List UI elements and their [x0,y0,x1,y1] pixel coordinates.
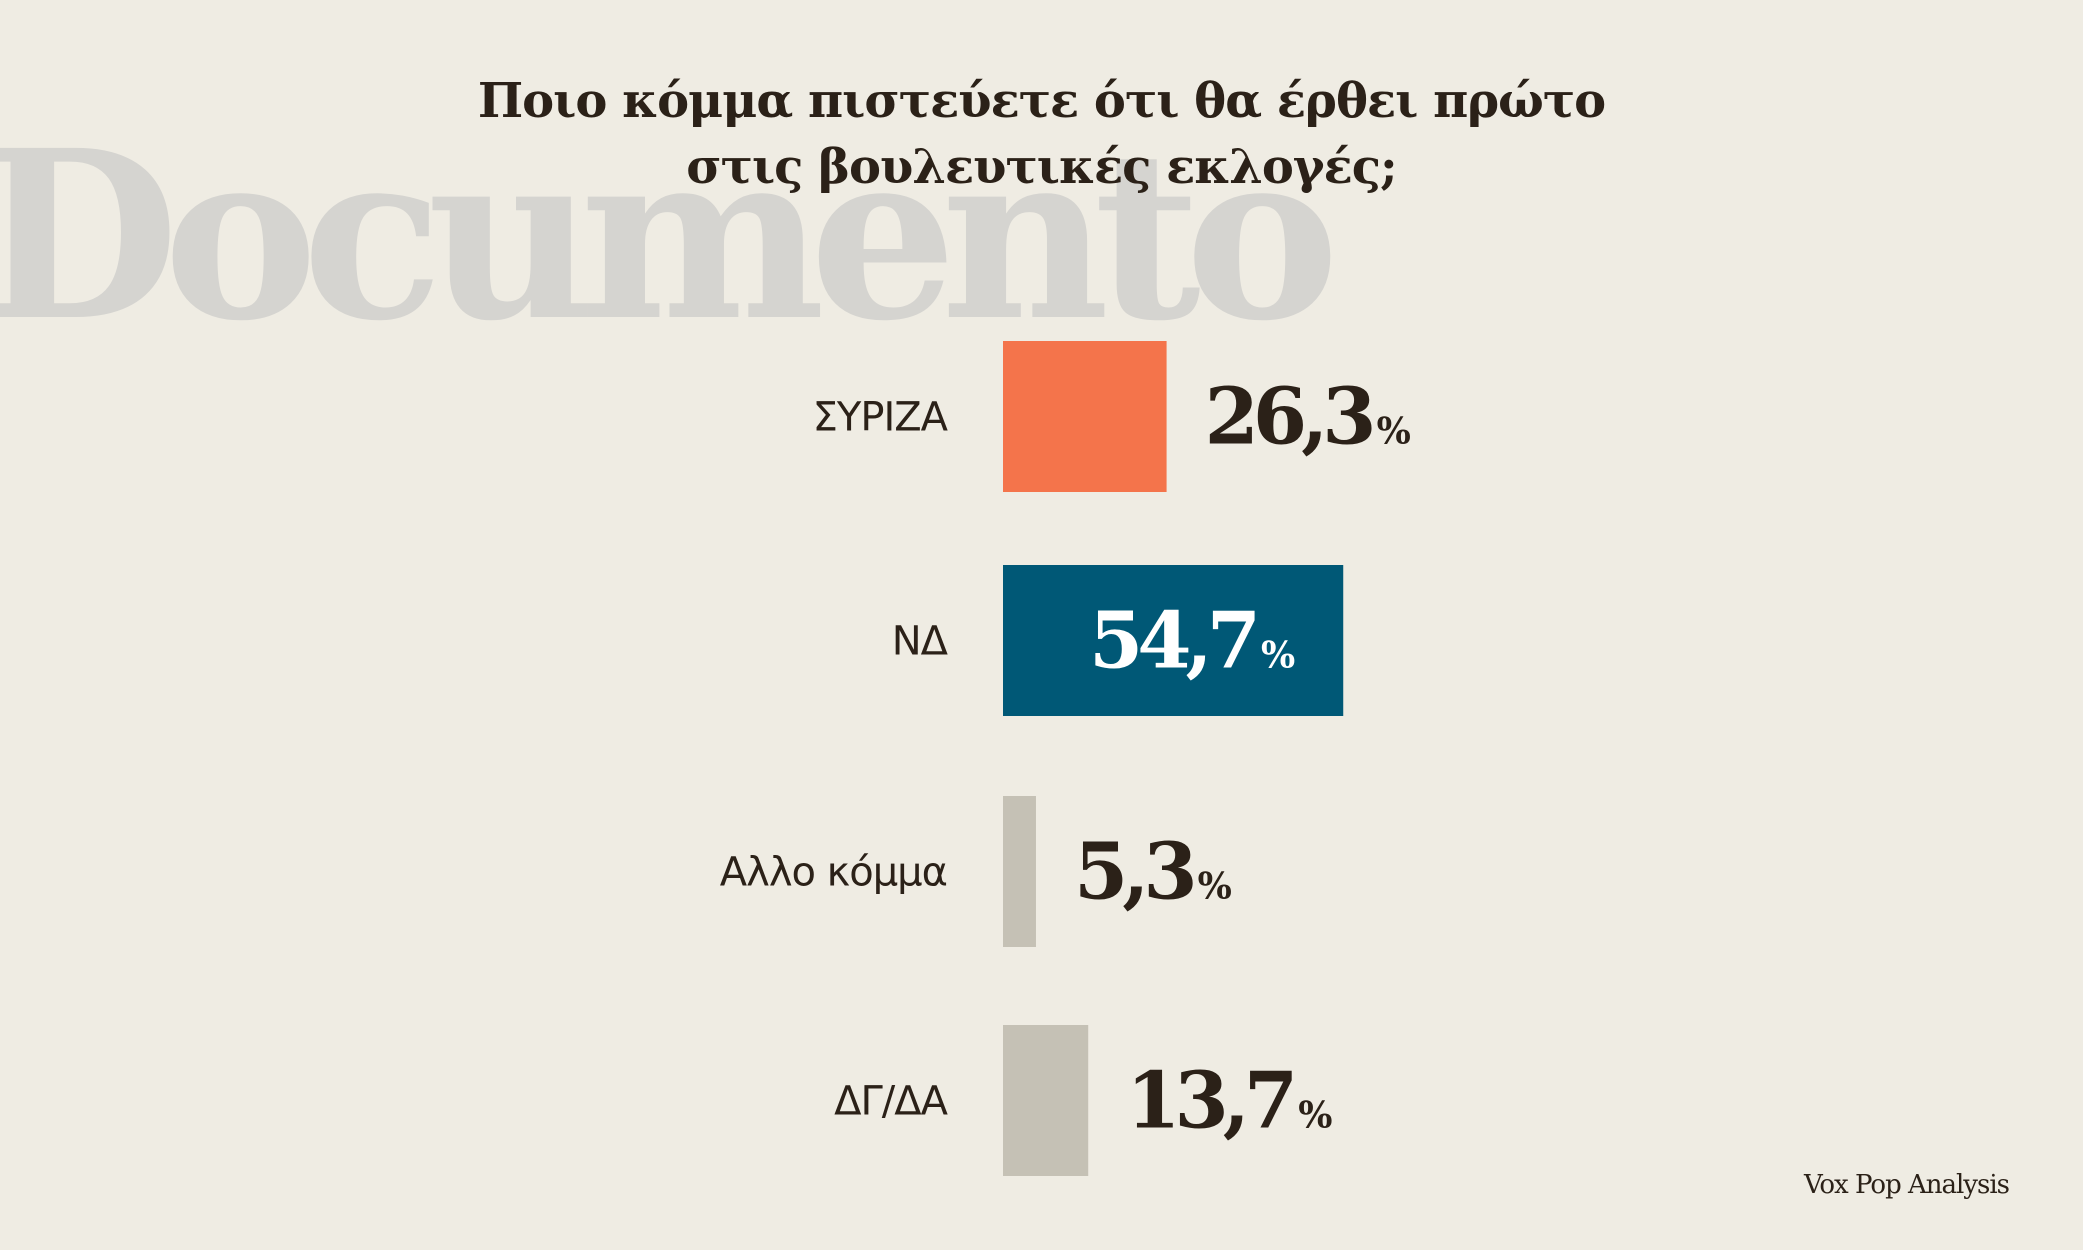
value-label-2: 5,3% [1074,827,1232,918]
watermark-logo: Documento [0,99,1340,372]
category-label-0: ΣΥΡΙΖΑ [813,395,949,441]
chart-title: Ποιο κόμμα πιστεύετε ότι θα έρθει πρώτο … [0,68,2083,200]
chart-title-line-1: Ποιο κόμμα πιστεύετε ότι θα έρθει πρώτο [477,73,1606,129]
value-label-0: 26,3% [1205,372,1411,463]
value-label-3: 13,7% [1126,1056,1332,1147]
category-label-2: Αλλο κόμμα [720,850,947,896]
source-credit: Vox Pop Analysis [1804,1170,2010,1200]
category-label-1: ΝΔ [892,619,949,665]
bar-2 [1003,796,1036,947]
bar-3 [1003,1025,1089,1176]
bar-1 [1003,565,1344,716]
bar-0 [1003,341,1167,492]
chart-title-line-2: στις βουλευτικές εκλογές; [686,139,1397,195]
value-label-1: 54,7% [1089,596,1295,687]
category-label-3: ΔΓ/ΔΑ [834,1079,948,1125]
